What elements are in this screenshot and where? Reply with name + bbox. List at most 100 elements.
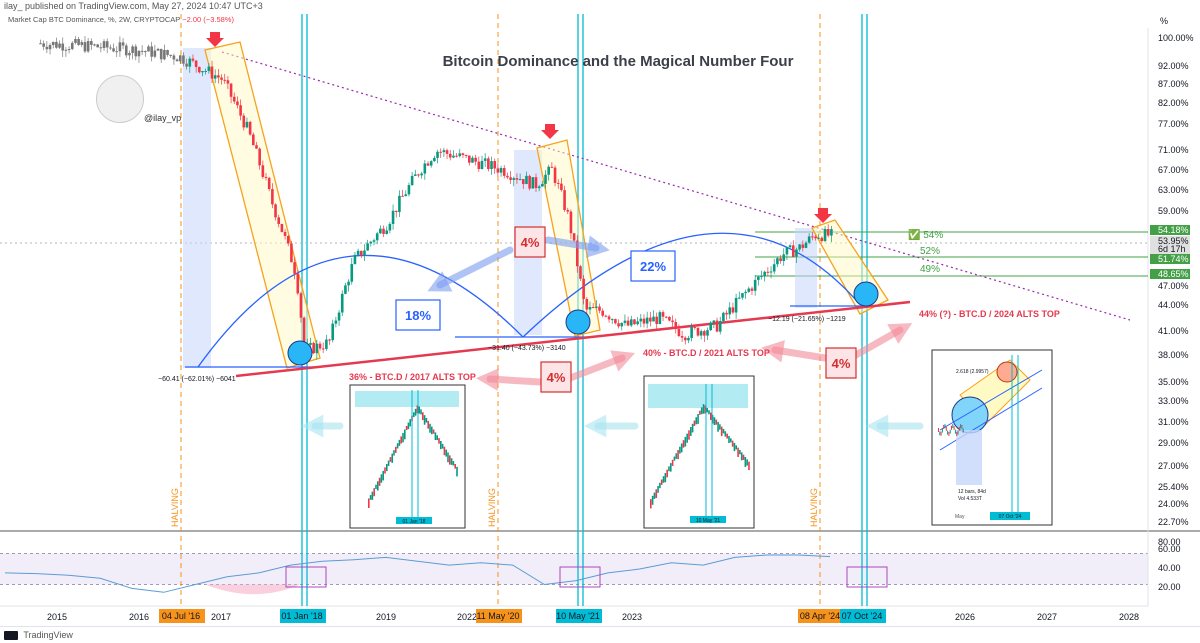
symbol-legend[interactable]: Market Cap BTC Dominance, %, 2W, CRYPTOC… — [8, 15, 234, 24]
candle — [633, 319, 636, 325]
inset-caption: 01 Jan '18 — [403, 519, 426, 525]
time-tick-label: 2015 — [47, 612, 67, 622]
candle — [585, 298, 589, 310]
inset-candle — [742, 454, 745, 460]
price-tick-label: 27.00% — [1158, 461, 1189, 471]
candle — [575, 240, 579, 267]
candle — [471, 157, 474, 163]
inset-candle — [948, 431, 950, 436]
candle — [569, 211, 573, 234]
scale-unit-button[interactable]: % — [1160, 16, 1169, 26]
candle — [687, 337, 690, 341]
inset-candle — [938, 428, 939, 432]
candle — [232, 96, 236, 102]
candle — [658, 312, 662, 324]
candle — [683, 337, 687, 341]
candle — [595, 306, 598, 308]
date-highlight-bg — [798, 609, 844, 623]
inset-candle — [706, 407, 708, 413]
candle — [112, 48, 115, 52]
candle — [525, 175, 528, 185]
arrow-head-icon — [584, 414, 607, 438]
rsi-band — [0, 553, 1148, 585]
price-tick-label: 29.00% — [1158, 438, 1189, 448]
inset-candle — [748, 461, 750, 471]
inset-candle — [704, 405, 707, 414]
candle — [671, 320, 674, 323]
candle — [715, 320, 719, 332]
price-tick-label: 77.00% — [1158, 119, 1189, 129]
candle — [226, 80, 230, 84]
candle — [502, 168, 506, 176]
candle — [159, 48, 163, 60]
candle — [321, 348, 325, 350]
candle — [277, 217, 281, 224]
candle — [315, 343, 319, 354]
candle — [487, 158, 490, 170]
arc-2017 — [197, 254, 524, 368]
candle — [490, 161, 493, 170]
inset-candle — [711, 414, 714, 424]
candle — [458, 153, 462, 157]
candle — [788, 245, 792, 248]
price-tick-label: 33.00% — [1158, 396, 1189, 406]
candle — [198, 66, 201, 73]
bottom-circle — [853, 281, 879, 307]
candle — [703, 331, 706, 336]
candle — [391, 210, 395, 224]
fib-level-label: ✅ 54% — [908, 228, 943, 241]
inset-candle — [717, 421, 719, 432]
candle — [531, 177, 535, 189]
candle — [734, 297, 738, 313]
inset-measure-box — [956, 430, 982, 485]
inset-candle — [416, 405, 419, 414]
inset-candle — [944, 424, 946, 429]
candle — [369, 241, 373, 244]
candle — [137, 50, 141, 57]
candle — [331, 323, 335, 341]
measure-label: −12.19 (−21.65%) −1219 — [768, 316, 846, 323]
inset-candle — [695, 417, 698, 425]
candle — [493, 161, 497, 169]
inset-candle — [369, 495, 372, 500]
inset-candle — [398, 439, 401, 446]
chart-canvas[interactable]: 100.00% 92.00% 87.00% 82.00% 77.00% 71.00% 67.… — [0, 0, 1200, 626]
candle — [776, 258, 779, 265]
down-arrow-icon — [814, 208, 832, 223]
rsi-highlight-box — [559, 566, 601, 588]
candle — [512, 178, 516, 180]
candle — [664, 316, 668, 318]
candle — [194, 60, 198, 67]
candle — [245, 121, 249, 128]
inset-candle — [951, 425, 952, 430]
candle — [464, 154, 468, 156]
inset-candle — [688, 430, 690, 440]
publisher-text: ilay_ published on TradingView.com, May … — [4, 1, 263, 11]
price-tick-label: 47.00% — [1158, 281, 1189, 291]
candle — [213, 75, 217, 79]
inset-candle — [449, 455, 451, 465]
candle — [118, 42, 122, 52]
inset-candle — [940, 431, 942, 436]
chart-title: Bitcoin Dominance and the Magical Number… — [443, 53, 794, 70]
candle — [426, 163, 430, 166]
candle — [725, 312, 728, 315]
rsi-tick-label: 60.00 — [1158, 544, 1181, 554]
candle — [382, 228, 385, 234]
candle — [626, 320, 630, 326]
inset-candle — [673, 456, 676, 461]
candle — [150, 46, 153, 57]
candle — [166, 49, 169, 55]
candle — [782, 254, 786, 262]
inset-candle — [405, 426, 408, 431]
candle — [614, 319, 617, 324]
candle — [804, 242, 808, 248]
price-tick-label: 100.00% — [1158, 33, 1194, 43]
candle — [124, 45, 128, 56]
candle — [255, 145, 258, 149]
inset-measure-text: Vol 4.533T — [958, 496, 982, 502]
candle — [290, 243, 293, 263]
price-tick-label: 71.00% — [1158, 145, 1189, 155]
inset-candle — [684, 436, 687, 447]
inset-candle — [708, 410, 710, 415]
